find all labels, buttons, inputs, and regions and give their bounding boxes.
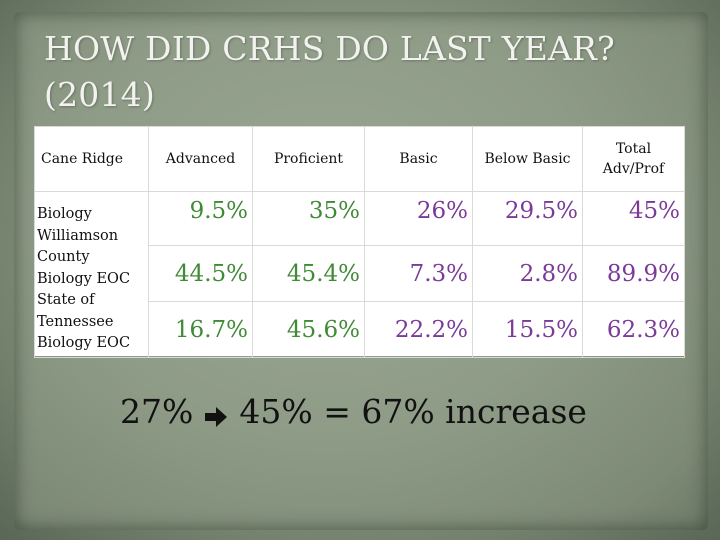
header-advanced: Advanced bbox=[148, 126, 253, 192]
header-total-adv-prof: Total Adv/Prof bbox=[582, 126, 685, 192]
cell-basic: 26% bbox=[364, 191, 473, 246]
results-table: Cane Ridge Advanced Proficient Basic Bel… bbox=[34, 126, 685, 358]
cell-advanced: 44.5% bbox=[148, 245, 253, 302]
cell-advanced: 16.7% bbox=[148, 301, 253, 358]
summary-line: 27% 45% = 67% increase bbox=[120, 392, 587, 431]
summary-result: 45% = 67% increase bbox=[239, 392, 587, 431]
cell-below-basic: 15.5% bbox=[472, 301, 583, 358]
cell-below-basic: 2.8% bbox=[472, 245, 583, 302]
header-basic: Basic bbox=[364, 126, 473, 192]
header-cane-ridge: Cane Ridge bbox=[34, 126, 149, 192]
right-arrow-icon bbox=[203, 399, 229, 427]
cell-total: 89.9% bbox=[582, 245, 685, 302]
table-row: 16.7% 45.6% 22.2% 15.5% 62.3% bbox=[35, 301, 685, 358]
summary-from: 27% bbox=[120, 392, 194, 431]
cell-basic: 7.3% bbox=[364, 245, 473, 302]
cell-basic: 22.2% bbox=[364, 301, 473, 358]
cell-proficient: 35% bbox=[252, 191, 365, 246]
cell-advanced: 9.5% bbox=[148, 191, 253, 246]
header-proficient: Proficient bbox=[252, 126, 365, 192]
cell-below-basic: 29.5% bbox=[472, 191, 583, 246]
cell-proficient: 45.4% bbox=[252, 245, 365, 302]
table-header-row: Cane Ridge Advanced Proficient Basic Bel… bbox=[34, 126, 685, 192]
table-row: Biology Williamson County Biology EOC St… bbox=[34, 191, 685, 358]
cell-proficient: 45.6% bbox=[252, 301, 365, 358]
slide-title: HOW DID CRHS DO LAST YEAR? (2014) bbox=[44, 29, 615, 114]
header-below-basic: Below Basic bbox=[472, 126, 583, 192]
cell-total: 62.3% bbox=[582, 301, 685, 358]
cell-total: 45% bbox=[582, 191, 685, 246]
row-labels: Biology Williamson County Biology EOC St… bbox=[34, 191, 149, 358]
table-row: 44.5% 45.4% 7.3% 2.8% 89.9% bbox=[35, 245, 685, 302]
